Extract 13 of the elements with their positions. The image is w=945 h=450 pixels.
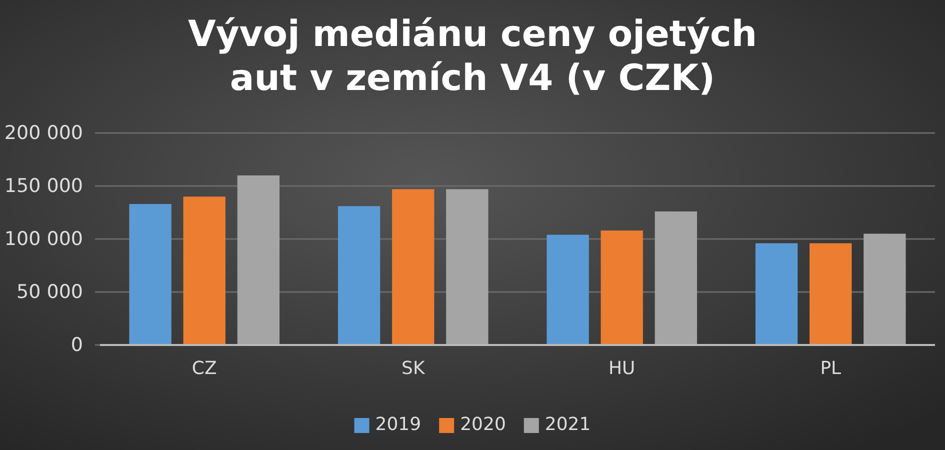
y-tick-label: 100 000	[4, 228, 83, 250]
legend-label: 2019	[375, 414, 422, 435]
y-tick-label: 50 000	[16, 281, 83, 304]
y-tick-label: 0	[70, 334, 83, 356]
x-tick-label: HU	[608, 358, 636, 379]
x-tick-label: PL	[820, 358, 842, 379]
y-tick-label: 200 000	[4, 122, 83, 144]
legend-label: 2020	[460, 414, 506, 435]
chart-title: Vývoj mediánu ceny ojetých aut v zemích V4 (v CZK)	[188, 14, 758, 99]
y-tick-label: 150 000	[4, 175, 83, 198]
legend-label: 2021	[544, 414, 591, 435]
x-tick-label: SK	[402, 358, 426, 379]
x-tick-label: CZ	[192, 358, 217, 379]
